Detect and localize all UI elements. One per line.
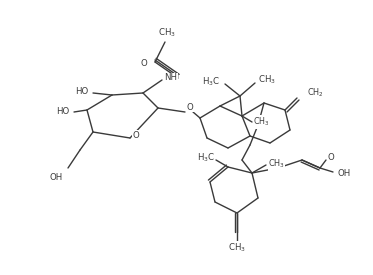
Text: CH$_3$: CH$_3$ (228, 242, 246, 254)
Text: CH$_3$: CH$_3$ (158, 27, 176, 39)
Text: HO: HO (56, 108, 70, 117)
Text: OH: OH (49, 172, 63, 182)
Text: HO: HO (75, 87, 89, 97)
Text: OH: OH (338, 169, 351, 177)
Text: H$_3$C: H$_3$C (197, 152, 215, 164)
Text: CH$_3$: CH$_3$ (268, 158, 285, 170)
Text: H$_3$C: H$_3$C (202, 76, 220, 88)
Text: CH$_3$: CH$_3$ (253, 116, 270, 128)
Text: CH$_3$: CH$_3$ (258, 74, 276, 86)
Text: NH: NH (164, 73, 178, 82)
Text: O: O (133, 131, 140, 139)
Text: O: O (141, 59, 147, 68)
Text: O: O (186, 103, 193, 111)
Text: CH$_2$: CH$_2$ (307, 87, 324, 99)
Text: O: O (328, 153, 335, 163)
